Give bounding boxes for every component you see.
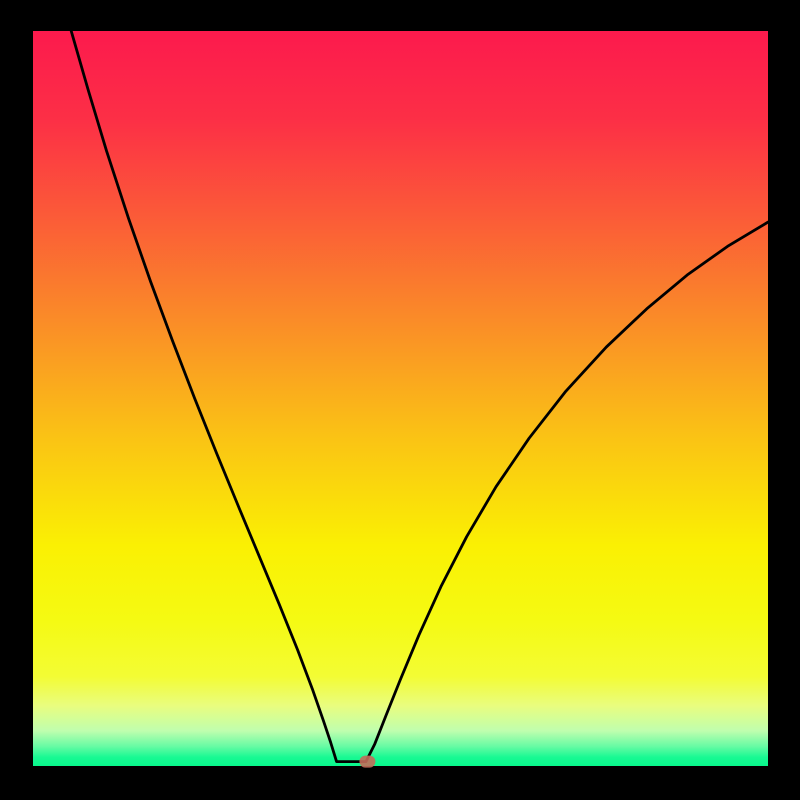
- bottleneck-chart: [0, 0, 800, 800]
- plot-background: [33, 31, 768, 766]
- chart-container: TheBottleneck.com: [0, 0, 800, 800]
- optimal-point-marker: [359, 756, 375, 768]
- watermark-text: TheBottleneck.com: [552, 2, 786, 31]
